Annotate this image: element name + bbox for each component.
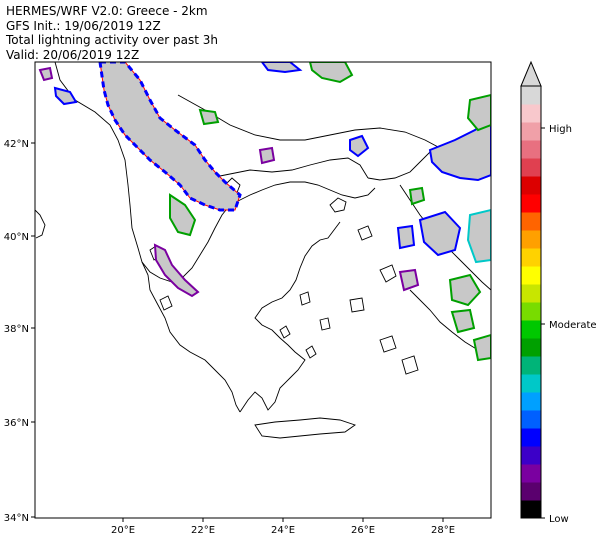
colorbar-bands [521,86,541,519]
activity-area-macedonia [258,146,276,165]
activity-area-east-3 [466,208,491,264]
map-layers [35,62,491,439]
colorbar-band [521,464,541,483]
colorbar-band [521,446,541,465]
colorbar-band [521,266,541,285]
lat-label-40: 40°N [4,232,29,243]
colorbar-band [521,104,541,123]
title-model: HERMES/WRF V2.0: Greece - 2km [6,4,208,18]
lon-label-20: 20°E [111,525,135,536]
colorbar-band [521,122,541,141]
lon-label-26: 26°E [351,525,375,536]
chios-island [349,297,365,313]
colorbar-band [521,176,541,195]
italy-heel-coast [35,209,46,239]
activity-area-east-top [466,93,491,132]
colorbar-label-low: Low [549,514,569,525]
colorbar-band [521,392,541,411]
activity-area-east-6 [472,333,491,362]
colorbar-band [521,500,541,519]
colorbar-label-moderate: Moderate [549,320,597,331]
crete-island [254,417,356,439]
lon-label-24: 24°E [271,525,295,536]
activity-area-northwest-2 [53,86,78,106]
colorbar-band [521,158,541,177]
colorbar-band [521,212,541,231]
activity-area-aegean-2 [398,268,420,292]
greece-north-border [199,157,369,181]
peloponnese-attica-coast [239,221,341,413]
lightning-activity-areas [38,62,491,362]
andros-island [299,291,311,306]
axis-ticks [31,142,444,522]
map-title: HERMES/WRF V2.0: Greece - 2km GFS Init.:… [6,4,218,62]
colorbar-band [521,428,541,447]
lemnos-island [357,225,373,241]
activity-area-east-2 [418,210,462,257]
samos-island [379,335,397,353]
thasos-island [329,197,347,213]
colorbar-band [521,374,541,393]
lesvos-island [379,264,397,283]
colorbar-band [521,86,541,105]
cyclades-islet-2 [305,345,317,359]
map-frame [34,61,492,519]
activity-area-epirus [169,193,197,237]
activity-area-east-1 [428,118,491,182]
colorbar: High Moderate Low [520,60,597,525]
activity-area-north-3 [198,108,220,126]
activity-area-north-2 [308,62,354,84]
colorbar-band [521,410,541,429]
title-valid-time: Valid: 20/06/2019 12Z [6,47,140,62]
balkan-coast-north [54,62,376,283]
lat-label-36: 36°N [4,418,29,429]
colorbar-frame [520,85,542,519]
lat-label-42: 42°N [4,139,29,150]
lat-label-38: 38°N [4,324,29,335]
colorbar-extend-arrow [520,60,542,87]
lat-label-34: 34°N [4,513,29,524]
colorbar-band [521,302,541,321]
naxos-island [319,317,331,331]
colorbar-band [521,248,541,267]
cyclades-islet [279,325,291,339]
rhodes-island [401,355,419,375]
colorbar-band [521,230,541,249]
colorbar-band [521,140,541,159]
lon-label-28: 28°E [431,525,455,536]
activity-area-far-northwest [38,66,54,82]
kefalonia-island [159,295,173,311]
colorbar-label-high: High [549,124,572,135]
map-background [35,62,491,518]
activity-area-aegean-3 [408,186,426,206]
colorbar-band [521,284,541,303]
colorbar-band [521,320,541,339]
colorbar-band [521,338,541,357]
activity-area-east-5 [450,308,476,334]
activity-area-north-1 [260,62,303,74]
activity-area-thrace [349,134,370,158]
western-greece-coast [141,261,241,413]
title-variable: Total lightning activity over past 3h [6,33,219,47]
activity-area-northwest-outline [98,62,242,212]
activity-area-east-4 [448,273,482,307]
colorbar-band [521,356,541,375]
colorbar-band [521,482,541,501]
lon-label-22: 22°E [191,525,215,536]
title-init: GFS Init.: 19/06/2019 12Z [6,18,161,33]
activity-area-aegean-1 [396,224,416,250]
colorbar-band [521,194,541,213]
activity-area-west [153,243,200,298]
